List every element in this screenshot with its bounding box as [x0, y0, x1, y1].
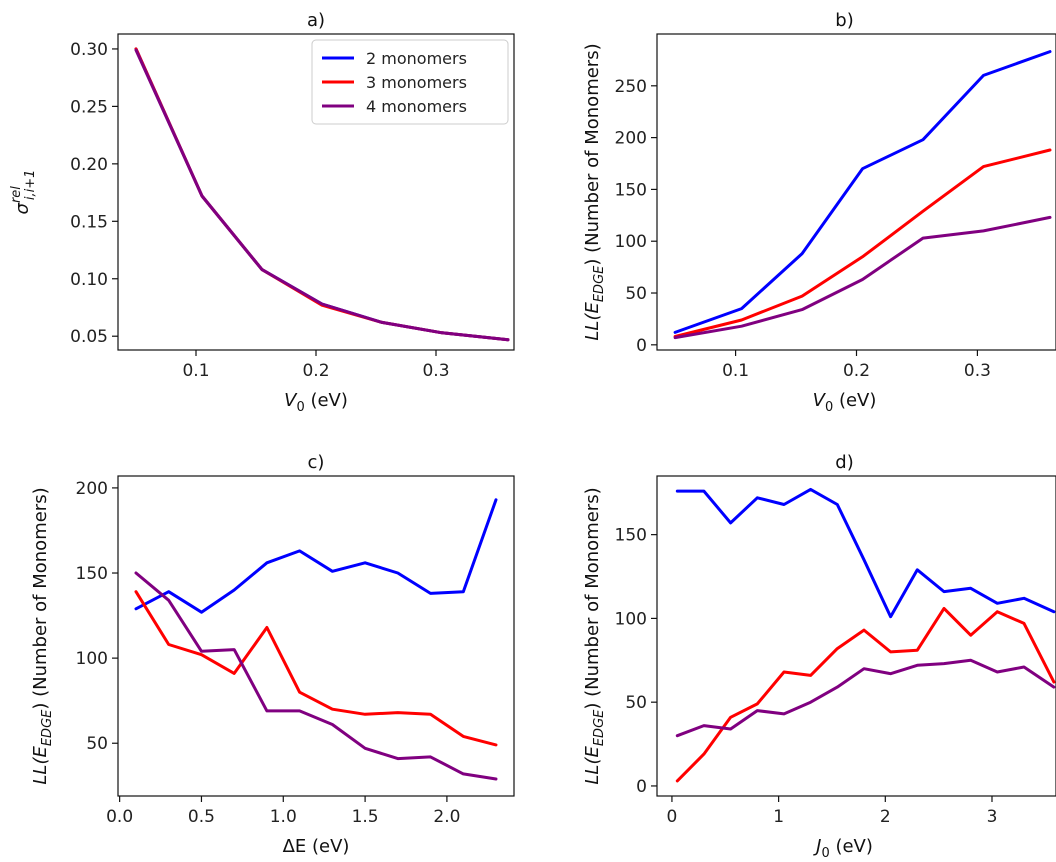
panel-title: d): [835, 452, 853, 473]
y-axis-label: LL(EEDGE) (Number of Monomers): [30, 487, 55, 784]
panel-b: 0.1 0.2 0.3 0 50 100 150 200 250 b) V0 (eV) LL(EEDG…: [582, 10, 1056, 415]
y-axis-label: LL(EEDGE) (Number of Monomers): [582, 43, 607, 340]
x-tick-label: 1.5: [352, 807, 379, 827]
panel-a: 0.1 0.2 0.3 0.05 0.10 0.15 0.20 0.25 0.30 a) V0 (e…: [9, 10, 515, 415]
series-line-2-monomers: [134, 498, 498, 614]
x-axis-label: V0 (eV): [813, 390, 877, 415]
legend-label: 4 monomers: [366, 97, 467, 116]
series-line-2-monomers: [673, 50, 1052, 334]
series-line-3-monomers: [673, 148, 1052, 338]
x-tick-label: 2: [880, 807, 891, 827]
x-tick-label: 0.2: [302, 361, 329, 381]
legend: 2 monomers 3 monomers 4 monomers: [311, 39, 509, 125]
series-line-4-monomers: [673, 215, 1052, 340]
x-tick-label: 3: [987, 807, 998, 827]
series-line-4-monomers: [134, 571, 498, 781]
series-line-3-monomers: [675, 606, 1056, 783]
x-axis-label: J0 (eV): [813, 836, 873, 861]
y-tick-label: 150: [615, 526, 647, 546]
y-tick-label: 100: [615, 232, 647, 252]
y-axis-label: σreli,i+1: [9, 170, 38, 215]
y-tick-label: 0: [636, 336, 647, 356]
panel-title: a): [307, 10, 325, 31]
panel-title: b): [835, 10, 853, 31]
series-line-3-monomers: [134, 590, 498, 747]
x-tick-label: 0.3: [964, 361, 991, 381]
y-tick-label: 0.05: [70, 327, 108, 347]
series-line-4-monomers: [134, 48, 510, 342]
legend-box: [311, 39, 509, 125]
axes-frame: [117, 475, 515, 797]
y-axis-label: LL(EEDGE) (Number of Monomers): [582, 487, 607, 784]
y-tick-label: 0.25: [70, 97, 108, 117]
x-tick-label: 0: [667, 807, 678, 827]
panel-c: 0.0 0.5 1.0 1.5 2.0 50 100 150 200 c) ΔE (eV) LL(EE…: [30, 452, 515, 857]
x-tick-label: 1.0: [270, 807, 297, 827]
y-tick-label: 0.30: [70, 40, 108, 60]
y-tick-label: 50: [625, 693, 647, 713]
x-tick-label: 0.0: [106, 807, 133, 827]
legend-label: 2 monomers: [366, 49, 467, 68]
y-tick-label: 100: [76, 649, 108, 669]
y-tick-label: 50: [86, 734, 108, 754]
series-line-2-monomers: [675, 487, 1056, 619]
x-tick-label: 0.2: [843, 361, 870, 381]
y-tick-label: 200: [615, 129, 647, 149]
y-tick-label: 150: [615, 180, 647, 200]
series-line-4-monomers: [675, 658, 1056, 738]
y-tick-label: 0.15: [70, 212, 108, 232]
panel-d: 0 1 2 3 0 50 100 150 d) J0 (eV) LL(EEDGE) (Number …: [582, 452, 1056, 861]
y-tick-label: 100: [615, 609, 647, 629]
x-tick-label: 0.1: [722, 361, 749, 381]
x-tick-label: 2.0: [433, 807, 460, 827]
x-tick-label: 0.3: [422, 361, 449, 381]
y-tick-label: 200: [76, 479, 108, 499]
y-tick-label: 50: [625, 284, 647, 304]
legend-label: 3 monomers: [366, 73, 467, 92]
x-tick-label: 0.1: [182, 361, 209, 381]
x-tick-label: 1: [773, 807, 784, 827]
x-tick-label: 0.5: [188, 807, 215, 827]
axes-frame: [656, 475, 1056, 797]
y-tick-label: 0.20: [70, 155, 108, 175]
y-tick-label: 250: [615, 77, 647, 97]
x-axis-label: ΔE (eV): [283, 836, 350, 857]
y-tick-label: 0.10: [70, 270, 108, 290]
y-tick-label: 150: [76, 564, 108, 584]
panel-title: c): [308, 452, 325, 473]
y-tick-label: 0: [636, 777, 647, 797]
axes-frame: [656, 33, 1056, 351]
x-axis-label: V0 (eV): [284, 390, 348, 415]
